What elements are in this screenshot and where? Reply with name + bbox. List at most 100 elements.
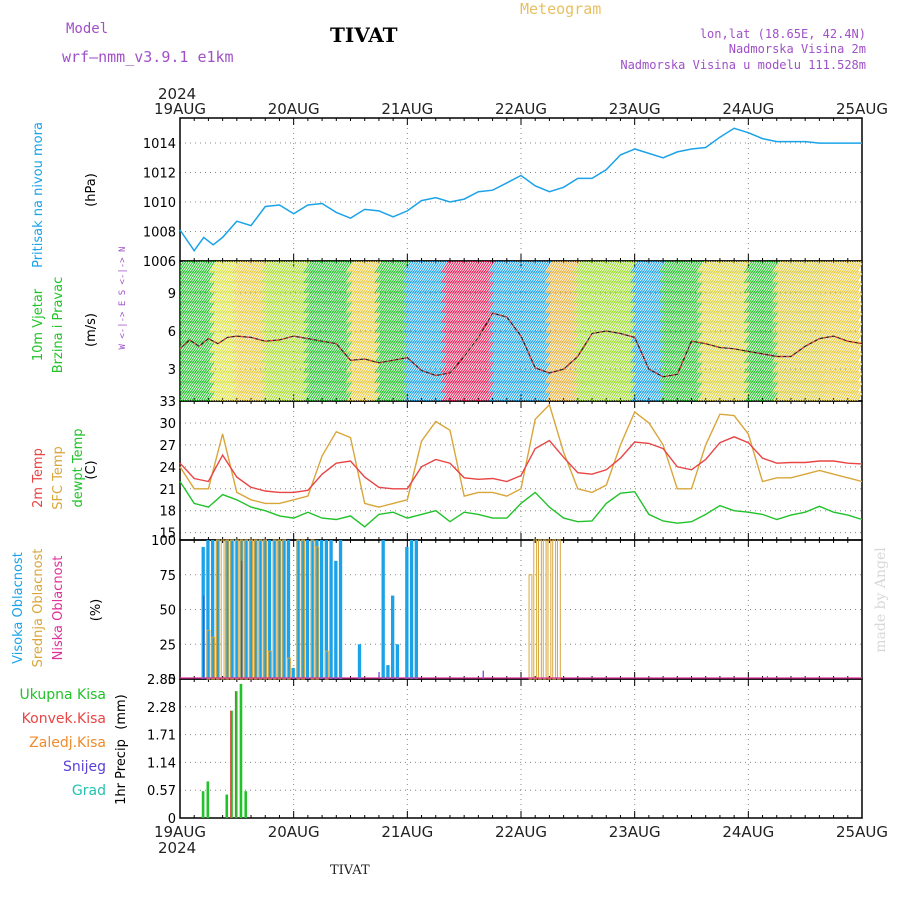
cloud-mid-bar bbox=[258, 539, 263, 680]
wind-barb bbox=[457, 280, 467, 294]
cloud-high-bar bbox=[405, 546, 409, 679]
wind-barb bbox=[573, 270, 583, 284]
wind-barb bbox=[559, 300, 569, 314]
wind-barb bbox=[312, 320, 322, 334]
wind-barb bbox=[393, 380, 403, 394]
wind-barb bbox=[753, 360, 763, 374]
wind-barb bbox=[691, 360, 701, 374]
wind-barb bbox=[724, 261, 734, 274]
wind-barb bbox=[528, 350, 538, 364]
wind-barb bbox=[774, 310, 784, 324]
wind-barb bbox=[732, 310, 741, 324]
wind-barb bbox=[181, 390, 190, 401]
wind-barb bbox=[760, 380, 770, 394]
wind-barb bbox=[499, 340, 509, 354]
wind-barb bbox=[481, 330, 490, 344]
wind-barb bbox=[755, 360, 765, 374]
wind-barb bbox=[383, 340, 393, 354]
wind-barb bbox=[279, 310, 289, 324]
wind-barb bbox=[312, 370, 322, 384]
wind-barb bbox=[310, 290, 320, 304]
wind-barb bbox=[194, 310, 204, 324]
wind-barb bbox=[374, 370, 384, 384]
wind-barb bbox=[578, 300, 588, 314]
wind-barb bbox=[798, 320, 808, 334]
wind-barb bbox=[301, 270, 310, 284]
y-tick-label: 25 bbox=[159, 638, 176, 653]
wind-barb bbox=[381, 300, 391, 314]
wind-barb bbox=[485, 320, 495, 334]
wind-barb bbox=[732, 370, 741, 384]
wind-barb bbox=[824, 370, 834, 384]
y-tick-label: 18 bbox=[159, 505, 176, 520]
wind-barb bbox=[518, 300, 528, 314]
wind-barb bbox=[222, 270, 232, 284]
wind-barb bbox=[490, 380, 500, 394]
wind-barb bbox=[779, 290, 789, 304]
wind-barb bbox=[405, 290, 415, 304]
wind-barb bbox=[537, 290, 547, 304]
wind-barb bbox=[825, 390, 834, 401]
wind-barb bbox=[583, 390, 592, 401]
wind-barb bbox=[618, 330, 628, 344]
wind-barb bbox=[334, 300, 344, 314]
wind-barb bbox=[420, 390, 429, 401]
wind-barb bbox=[561, 300, 571, 314]
wind-barb bbox=[540, 280, 550, 294]
wind-barb bbox=[490, 310, 500, 324]
wind-barb bbox=[237, 261, 247, 274]
wind-barb bbox=[478, 261, 488, 274]
wind-barb bbox=[436, 290, 445, 304]
wind-barb bbox=[613, 280, 623, 294]
cloud-ylabel-line: Visoka Oblacnost bbox=[11, 552, 26, 664]
wind-barb bbox=[308, 290, 318, 304]
wind-barb bbox=[779, 320, 789, 334]
wind-barb bbox=[734, 370, 744, 384]
wind-barb bbox=[473, 350, 483, 364]
wind-barb bbox=[481, 380, 490, 394]
wind-barb bbox=[322, 290, 332, 304]
cloud-high-bar bbox=[272, 540, 276, 679]
wind-barb bbox=[608, 350, 618, 364]
cloud-mid-bar bbox=[234, 539, 239, 680]
wind-barb bbox=[585, 320, 595, 334]
wind-barb bbox=[405, 370, 415, 384]
wind-barb bbox=[637, 310, 647, 324]
wind-barb bbox=[741, 330, 751, 344]
wind-barb bbox=[724, 320, 734, 334]
wind-barb bbox=[180, 330, 187, 342]
wind-barb bbox=[758, 350, 767, 364]
wind-barb bbox=[469, 340, 479, 354]
wind-barb bbox=[452, 310, 462, 324]
wind-barb bbox=[426, 280, 436, 294]
wind-barb bbox=[653, 340, 663, 354]
wind-barb bbox=[611, 370, 621, 384]
wind-barb bbox=[256, 320, 265, 334]
wind-barb bbox=[188, 390, 197, 401]
wind-barb bbox=[465, 390, 474, 401]
cloud-ylabel-line: Niska Oblacnost bbox=[51, 556, 66, 661]
wind-barb bbox=[571, 280, 580, 294]
wind-barb bbox=[696, 261, 706, 274]
wind-barb bbox=[734, 300, 744, 314]
wind-barb bbox=[421, 380, 431, 394]
wind-barb bbox=[336, 380, 346, 394]
wind-barb bbox=[473, 380, 483, 394]
wind-barb bbox=[445, 280, 455, 294]
wind-barb bbox=[701, 330, 711, 344]
wind-barb bbox=[619, 390, 628, 401]
wind-barb bbox=[284, 320, 294, 334]
wind-barb bbox=[225, 280, 235, 294]
wind-barb bbox=[578, 350, 588, 364]
wind-barb bbox=[769, 300, 779, 314]
wind-barb bbox=[526, 330, 535, 344]
wind-barb bbox=[542, 310, 552, 324]
wind-barb bbox=[291, 360, 301, 374]
wind-barb bbox=[391, 350, 400, 364]
wind-barb bbox=[526, 261, 535, 274]
wind-barb bbox=[656, 310, 666, 324]
wind-barb bbox=[395, 280, 405, 294]
wind-barb bbox=[284, 290, 294, 304]
wind-barb bbox=[739, 280, 749, 294]
wind-barb bbox=[557, 390, 566, 401]
